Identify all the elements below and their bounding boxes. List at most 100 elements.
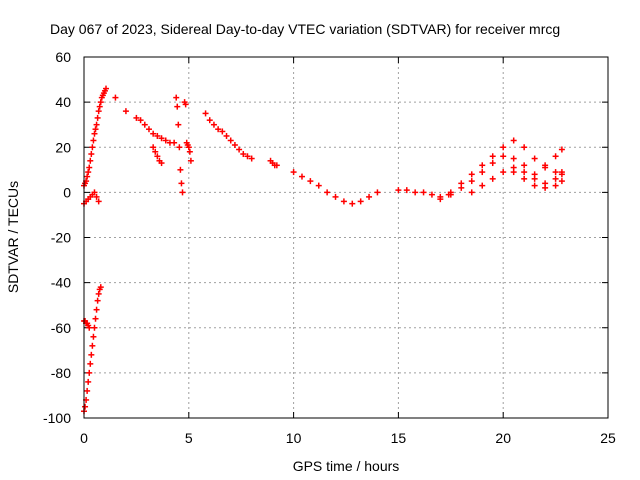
series-early-flat <box>81 189 102 207</box>
data-point <box>178 180 185 187</box>
data-point <box>468 171 475 178</box>
chart-title: Day 067 of 2023, Sidereal Day-to-day VTE… <box>50 21 560 37</box>
plot-frame <box>83 56 609 419</box>
x-tick-label: 10 <box>286 430 302 446</box>
data-point <box>141 121 148 128</box>
data-point <box>92 315 99 322</box>
data-point <box>179 189 186 196</box>
data-point <box>558 169 565 176</box>
data-point <box>133 114 140 121</box>
data-point <box>154 132 161 139</box>
data-point <box>479 162 486 169</box>
data-point <box>521 169 528 176</box>
data-point <box>187 157 194 164</box>
data-point <box>86 369 93 376</box>
data-point <box>93 193 100 200</box>
x-axis-label: GPS time / hours <box>293 458 400 474</box>
data-point <box>84 387 91 394</box>
data-point <box>552 153 559 160</box>
data-point <box>447 191 454 198</box>
data-point <box>174 103 181 110</box>
data-point <box>244 153 251 160</box>
data-point <box>521 175 528 182</box>
y-tick-label: 20 <box>55 139 71 155</box>
data-point <box>489 160 496 167</box>
data-point <box>437 196 444 203</box>
data-point <box>122 108 129 115</box>
data-point <box>227 137 234 144</box>
data-point <box>86 164 93 171</box>
data-point <box>307 178 314 185</box>
data-point <box>97 99 104 106</box>
series-midday-short <box>267 157 280 169</box>
data-point <box>510 169 517 176</box>
data-point <box>420 189 427 196</box>
y-tick-label: 0 <box>63 184 71 200</box>
data-point <box>182 101 189 108</box>
data-point <box>558 178 565 185</box>
series-cluster-5h <box>181 99 194 164</box>
data-point <box>94 114 101 121</box>
data-point <box>210 121 217 128</box>
data-point <box>531 175 538 182</box>
data-point <box>542 162 549 169</box>
data-point <box>85 169 92 176</box>
data-point <box>175 121 182 128</box>
x-tick-label: 0 <box>80 430 88 446</box>
data-point <box>85 378 92 385</box>
x-tick-label: 5 <box>185 430 193 446</box>
data-point <box>94 297 101 304</box>
data-point <box>95 108 102 115</box>
data-point <box>542 184 549 191</box>
data-point <box>154 153 161 160</box>
data-point <box>374 189 381 196</box>
data-point <box>357 198 364 205</box>
data-point <box>202 110 209 117</box>
data-point <box>500 153 507 160</box>
data-point <box>340 198 347 205</box>
data-point <box>531 155 538 162</box>
data-point <box>206 117 213 124</box>
series-evening-wave-d <box>510 169 565 191</box>
data-point <box>87 360 94 367</box>
data-point <box>185 144 192 151</box>
series-spike-4h <box>173 94 186 196</box>
data-point <box>500 169 507 176</box>
data-point <box>552 182 559 189</box>
data-point <box>90 333 97 340</box>
data-point <box>231 141 238 148</box>
series-morning-dip <box>150 144 165 167</box>
data-point <box>366 193 373 200</box>
data-point <box>93 306 100 313</box>
data-point <box>112 94 119 101</box>
data-point <box>150 144 157 151</box>
data-point <box>315 182 322 189</box>
data-point <box>173 94 180 101</box>
data-point <box>215 126 222 133</box>
data-point <box>349 200 356 207</box>
data-point <box>87 157 94 164</box>
data-point <box>91 189 98 196</box>
data-point <box>403 187 410 194</box>
data-point <box>219 128 226 135</box>
data-point <box>176 144 183 151</box>
data-point <box>89 342 96 349</box>
series-negative-offset <box>81 317 93 331</box>
data-point <box>82 403 89 410</box>
data-point <box>521 162 528 169</box>
x-tick-label: 15 <box>391 430 407 446</box>
y-tick-label: 60 <box>55 49 71 65</box>
data-point <box>489 175 496 182</box>
series-evening-wave-c <box>468 164 565 196</box>
data-point <box>92 126 99 133</box>
data-point <box>158 135 165 142</box>
series-afternoon-trough <box>290 169 381 207</box>
data-point <box>468 189 475 196</box>
x-tick-label: 20 <box>495 430 511 446</box>
data-point <box>428 191 435 198</box>
data-point <box>298 173 305 180</box>
data-point <box>500 144 507 151</box>
data-point <box>93 121 100 128</box>
